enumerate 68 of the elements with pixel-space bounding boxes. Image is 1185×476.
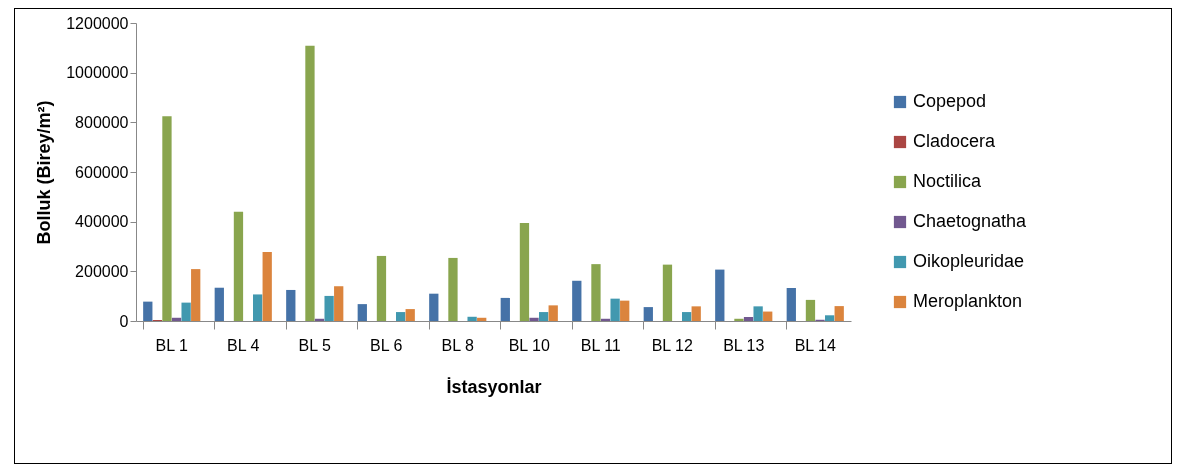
- bar: [357, 304, 367, 321]
- bar: [786, 287, 796, 321]
- bar: [743, 317, 754, 321]
- y-tick-label: 600000: [75, 163, 129, 181]
- bar: [572, 280, 582, 321]
- x-tick-label: BL 13: [723, 336, 765, 354]
- bar: [324, 295, 334, 321]
- y-tick-label: 400000: [75, 213, 129, 231]
- bar: [334, 286, 344, 321]
- bar: [467, 316, 477, 321]
- legend-label: Copepod: [913, 91, 987, 111]
- bar: [448, 257, 458, 321]
- bar: [591, 264, 601, 321]
- x-axis-title: İstasyonlar: [446, 376, 542, 397]
- legend-label: Chaetognatha: [913, 211, 1028, 231]
- bar: [610, 298, 620, 321]
- y-tick-label: 1200000: [66, 14, 129, 32]
- bar: [171, 317, 182, 321]
- bar: [252, 294, 263, 321]
- legend-label: Noctilica: [913, 171, 983, 191]
- x-tick-label: BL 4: [227, 336, 260, 354]
- bar: [548, 305, 558, 321]
- bar: [305, 45, 315, 321]
- bar: [620, 300, 630, 321]
- bar: [395, 312, 406, 321]
- bar: [643, 307, 653, 321]
- y-axis-title: Bolluk (Birey/m²): [34, 100, 55, 245]
- legend-label: Meroplankton: [913, 291, 1023, 311]
- y-tick-label: 800000: [75, 113, 129, 131]
- y-tick-label: 0: [119, 312, 129, 330]
- x-tick-label: BL 10: [508, 336, 550, 354]
- bar: [233, 211, 244, 321]
- bar: [376, 255, 387, 321]
- bar: [214, 287, 224, 321]
- x-tick-label: BL 8: [441, 336, 475, 354]
- x-tick-label: BL 1: [155, 336, 189, 354]
- bar: [519, 222, 530, 321]
- y-tick-label: 1000000: [66, 64, 129, 82]
- bar: [824, 315, 835, 321]
- x-tick-label: BL 5: [298, 336, 332, 354]
- bar: [477, 317, 487, 321]
- bar: [834, 306, 844, 321]
- legend-label: Cladocera: [913, 131, 997, 151]
- bar: [734, 318, 744, 321]
- bar: [500, 297, 510, 321]
- bar: [162, 116, 172, 321]
- x-tick-label: BL 11: [580, 336, 621, 354]
- bar: [691, 306, 701, 321]
- bar: [715, 269, 725, 321]
- bar: [262, 251, 272, 321]
- x-tick-label: BL 6: [370, 336, 403, 354]
- bar: [429, 293, 439, 321]
- bar: [805, 299, 816, 321]
- bar: [286, 289, 296, 321]
- bar: [405, 309, 415, 321]
- bar: [681, 312, 692, 321]
- bar: [662, 264, 673, 321]
- legend-label: Oikopleuridae: [913, 251, 1025, 271]
- bar: [538, 312, 549, 321]
- x-tick-label: BL 14: [794, 336, 836, 354]
- bar: [143, 301, 153, 321]
- bar: [753, 306, 763, 321]
- bar: [529, 317, 539, 321]
- y-tick-label: 200000: [75, 262, 129, 280]
- bar: [181, 302, 191, 321]
- x-tick-label: BL 12: [651, 336, 693, 354]
- bar: [191, 269, 201, 321]
- bar: [763, 311, 773, 321]
